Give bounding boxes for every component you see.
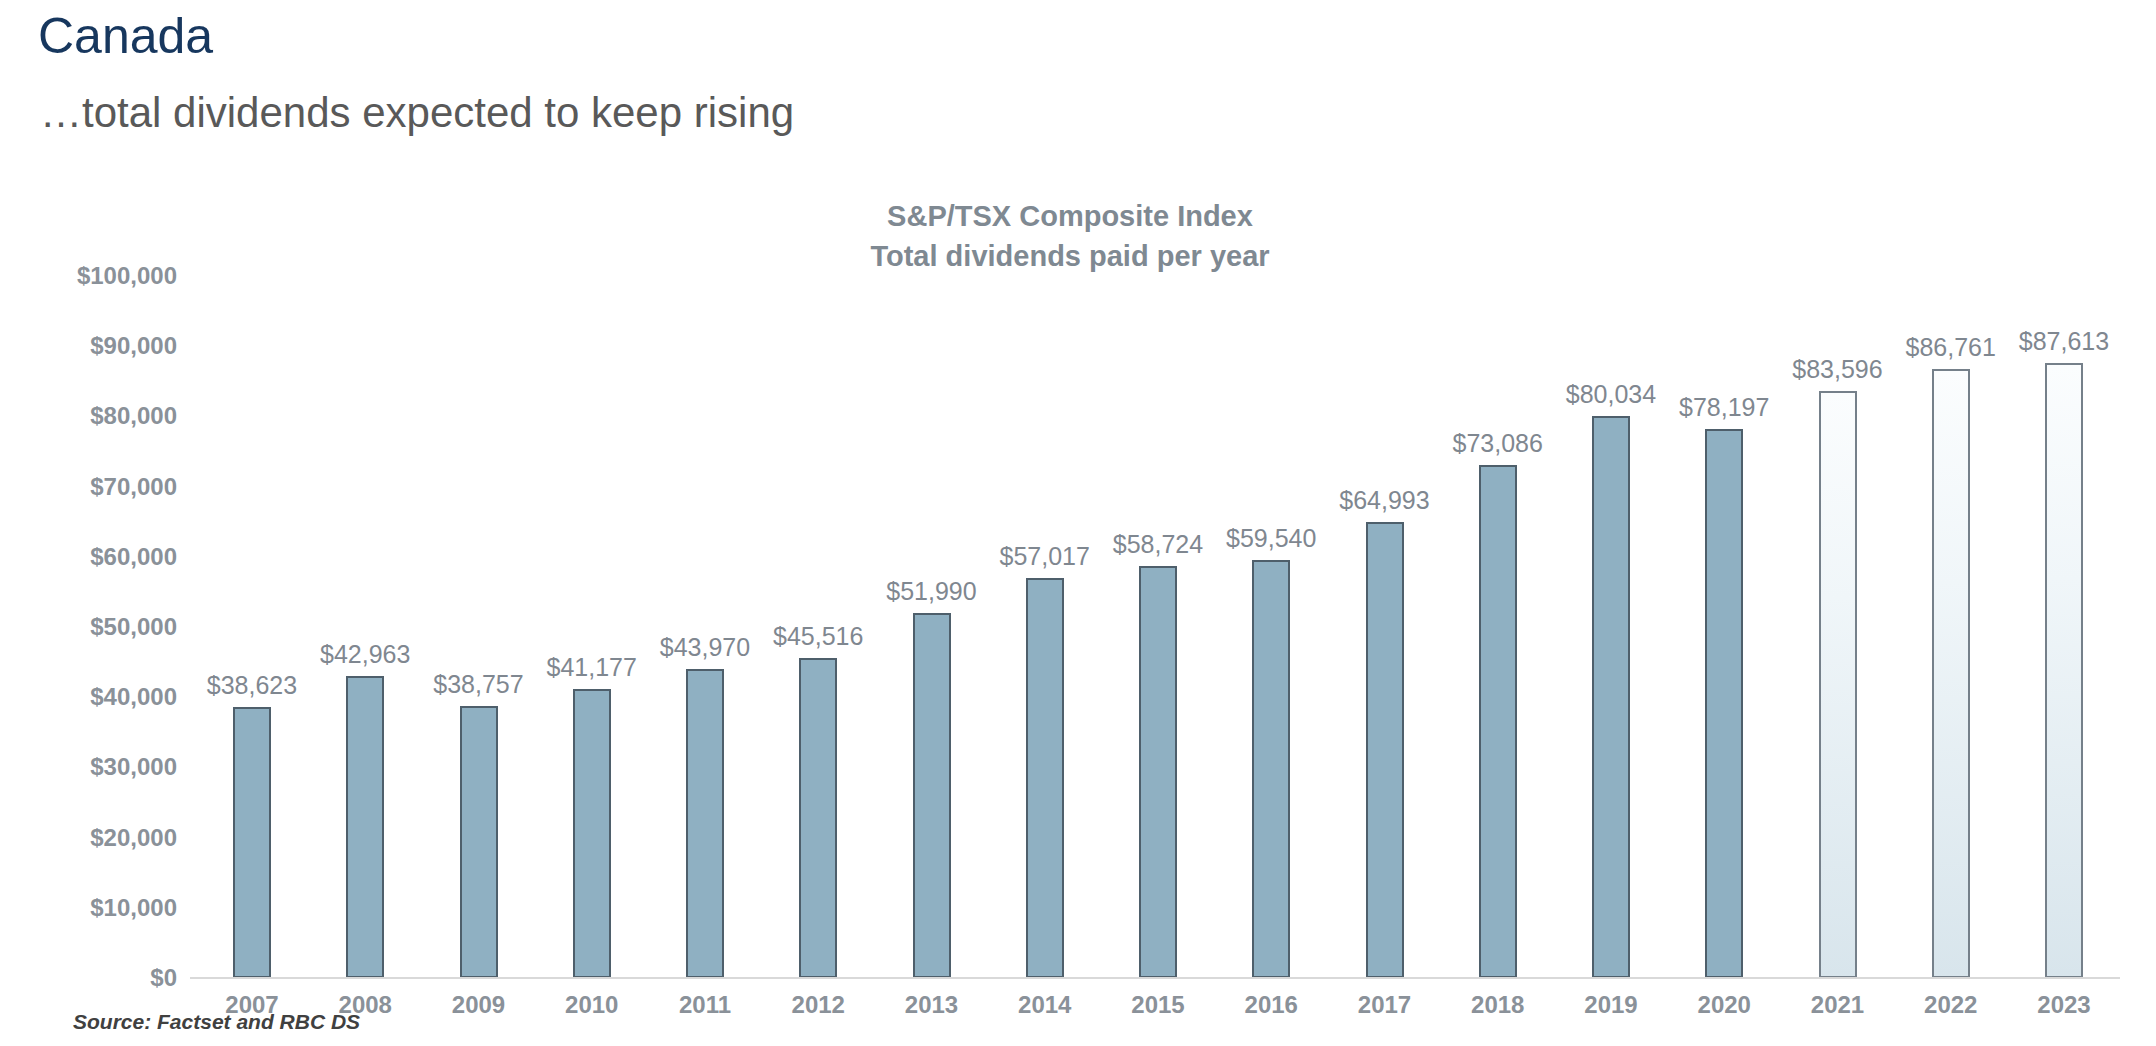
bar-2022 [1932,369,1970,978]
page-title: Canada [38,8,213,66]
y-axis-tick-0: $0 [0,964,177,992]
bar-2023 [2045,363,2083,978]
page-subtitle: …total dividends expected to keep rising [40,88,794,138]
chart-title-line1: S&P/TSX Composite Index [870,196,1269,236]
x-axis-tick-2023: 2023 [1994,991,2134,1019]
bar-2015 [1139,566,1177,978]
bar-2019 [1592,416,1630,978]
y-axis-tick-70000: $70,000 [0,473,177,501]
bar-2016 [1252,560,1290,978]
y-axis-tick-90000: $90,000 [0,332,177,360]
x-axis-line [190,977,2120,979]
bar-value-label-2017: $64,993 [1305,486,1465,514]
bar-value-label-2020: $78,197 [1644,393,1804,421]
bar-2012 [799,658,837,978]
bar-value-label-2008: $42,963 [285,640,445,668]
bar-2009 [460,706,498,978]
bar-value-label-2013: $51,990 [852,577,1012,605]
y-axis-tick-30000: $30,000 [0,753,177,781]
y-axis-tick-80000: $80,000 [0,402,177,430]
y-axis-tick-50000: $50,000 [0,613,177,641]
bar-value-label-2016: $59,540 [1191,524,1351,552]
bar-2013 [913,613,951,978]
y-axis-tick-100000: $100,000 [0,262,177,290]
bar-value-label-2007: $38,623 [172,671,332,699]
bar-value-label-2023: $87,613 [1984,327,2144,355]
y-axis-tick-40000: $40,000 [0,683,177,711]
bar-2018 [1479,465,1517,978]
y-axis-tick-60000: $60,000 [0,543,177,571]
bar-2014 [1026,578,1064,978]
y-axis-tick-10000: $10,000 [0,894,177,922]
chart-title: S&P/TSX Composite Index Total dividends … [870,196,1269,276]
bar-value-label-2018: $73,086 [1418,429,1578,457]
bar-2020 [1705,429,1743,978]
bar-2008 [346,676,384,978]
bar-2007 [233,707,271,978]
bar-2011 [686,669,724,978]
slide: Canada …total dividends expected to keep… [0,0,2156,1046]
y-axis-tick-20000: $20,000 [0,824,177,852]
chart-title-line2: Total dividends paid per year [870,236,1269,276]
source-note: Source: Factset and RBC DS [73,1010,360,1034]
bar-value-label-2012: $45,516 [738,622,898,650]
bar-2021 [1819,391,1857,978]
bar-2010 [573,689,611,978]
bar-2017 [1366,522,1404,978]
